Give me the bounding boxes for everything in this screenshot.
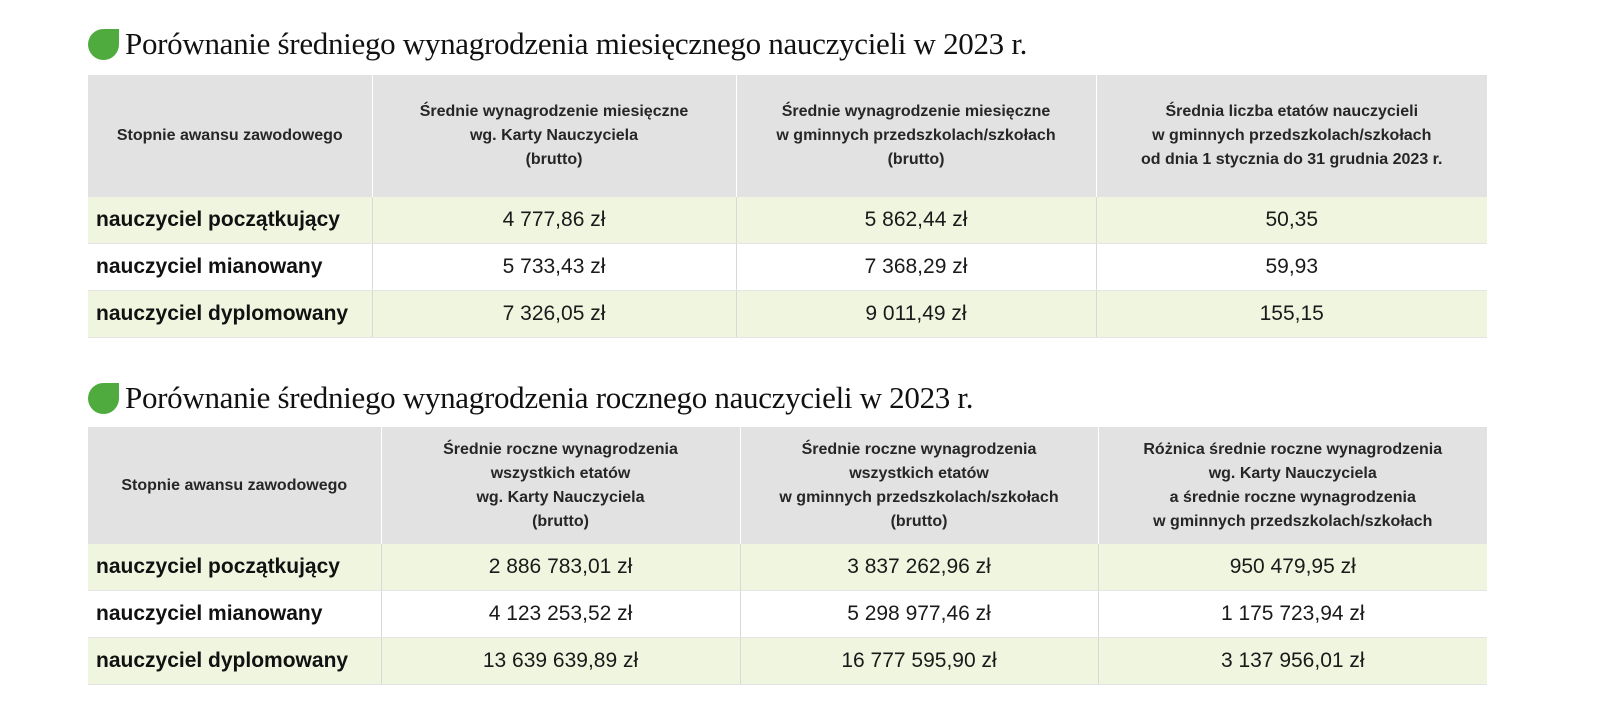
table-cell: 155,15: [1096, 290, 1487, 338]
table-row: nauczyciel dyplomowany 7 326,05 zł 9 011…: [88, 290, 1487, 338]
row-label: nauczyciel początkujący: [88, 197, 373, 244]
table-cell: 50,35: [1096, 197, 1487, 244]
table-cell: 3 137 956,01 zł: [1098, 637, 1487, 685]
table-row: nauczyciel dyplomowany 13 639 639,89 zł …: [88, 637, 1487, 685]
annual-section-title: Porównanie średniego wynagrodzenia roczn…: [125, 380, 974, 415]
leaf-bullet-icon: [88, 382, 119, 414]
monthly-section-title: Porównanie średniego wynagrodzenia miesi…: [125, 26, 1028, 61]
table-cell: 950 479,95 zł: [1098, 544, 1487, 591]
table-header-row: Stopnie awansu zawodowego Średnie roczne…: [88, 427, 1487, 544]
table-cell: 59,93: [1096, 243, 1487, 291]
column-header: Stopnie awansu zawodowego: [88, 75, 373, 197]
table-cell: 3 837 262,96 zł: [740, 544, 1099, 591]
leaf-bullet-icon: [88, 28, 119, 60]
row-label: nauczyciel dyplomowany: [88, 637, 382, 685]
table-row: nauczyciel początkujący 2 886 783,01 zł …: [88, 544, 1487, 591]
table-cell: 16 777 595,90 zł: [740, 637, 1099, 685]
table-cell: 4 777,86 zł: [372, 197, 737, 244]
table-cell: 7 368,29 zł: [736, 243, 1097, 291]
table-cell: 5 733,43 zł: [372, 243, 737, 291]
column-header: Średnie wynagrodzenie miesięczne w gminn…: [736, 75, 1097, 197]
table-row: nauczyciel początkujący 4 777,86 zł 5 86…: [88, 197, 1487, 244]
column-header: Średnie roczne wynagrodzenia wszystkich …: [740, 427, 1099, 544]
table-cell: 7 326,05 zł: [372, 290, 737, 338]
column-header: Stopnie awansu zawodowego: [88, 427, 382, 544]
column-header: Różnica średnie roczne wynagrodzenia wg.…: [1098, 427, 1487, 544]
section-title-row: Porównanie średniego wynagrodzenia miesi…: [88, 22, 1487, 66]
column-header: Średnie wynagrodzenie miesięczne wg. Kar…: [372, 75, 737, 197]
row-label: nauczyciel mianowany: [88, 243, 373, 291]
monthly-salary-table: Stopnie awansu zawodowego Średnie wynagr…: [88, 75, 1487, 338]
table-cell: 13 639 639,89 zł: [381, 637, 741, 685]
monthly-salary-section: Porównanie średniego wynagrodzenia miesi…: [88, 22, 1487, 338]
annual-salary-table: Stopnie awansu zawodowego Średnie roczne…: [88, 427, 1487, 685]
table-cell: 5 862,44 zł: [736, 197, 1097, 244]
row-label: nauczyciel mianowany: [88, 590, 382, 638]
table-cell: 4 123 253,52 zł: [381, 590, 741, 638]
table-row: nauczyciel mianowany 5 733,43 zł 7 368,2…: [88, 243, 1487, 291]
column-header: Średnia liczba etatów nauczycieli w gmin…: [1096, 75, 1487, 197]
table-cell: 2 886 783,01 zł: [381, 544, 741, 591]
table-cell: 9 011,49 zł: [736, 290, 1097, 338]
section-title-row: Porównanie średniego wynagrodzenia roczn…: [88, 376, 1487, 420]
table-cell: 1 175 723,94 zł: [1098, 590, 1487, 638]
table-row: nauczyciel mianowany 4 123 253,52 zł 5 2…: [88, 590, 1487, 638]
annual-salary-section: Porównanie średniego wynagrodzenia roczn…: [88, 376, 1487, 685]
table-cell: 5 298 977,46 zł: [740, 590, 1099, 638]
table-header-row: Stopnie awansu zawodowego Średnie wynagr…: [88, 75, 1487, 197]
row-label: nauczyciel dyplomowany: [88, 290, 373, 338]
column-header: Średnie roczne wynagrodzenia wszystkich …: [381, 427, 741, 544]
row-label: nauczyciel początkujący: [88, 544, 382, 591]
